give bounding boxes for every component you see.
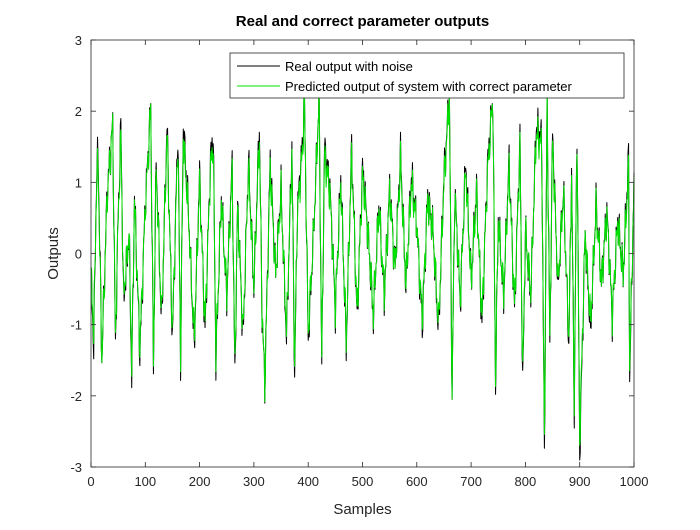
x-tick-label: 300 xyxy=(243,474,265,489)
x-tick-label: 200 xyxy=(189,474,211,489)
chart-title: Real and correct parameter outputs xyxy=(236,13,489,30)
y-tick-label: 0 xyxy=(75,247,82,262)
y-tick-label: -3 xyxy=(70,460,82,475)
y-tick-label: 2 xyxy=(75,104,82,119)
series-layer xyxy=(90,75,635,461)
legend-label-predicted-output: Predicted output of system with correct … xyxy=(285,79,573,94)
y-tick-label: -2 xyxy=(70,389,82,404)
y-tick-label: 1 xyxy=(75,175,82,190)
x-axis-title: Samples xyxy=(333,501,391,518)
series-line-predicted-output xyxy=(90,77,635,446)
x-tick-label: 100 xyxy=(134,474,156,489)
y-tick-label: 3 xyxy=(75,33,82,48)
x-tick-label: 700 xyxy=(460,474,482,489)
x-tick-label: 0 xyxy=(87,474,94,489)
x-tick-label: 600 xyxy=(406,474,428,489)
x-tick-label: 500 xyxy=(352,474,374,489)
legend-box xyxy=(229,52,625,99)
x-tick-label: 900 xyxy=(569,474,591,489)
plot-area xyxy=(91,40,634,467)
y-tick-label: -1 xyxy=(70,318,82,333)
y-axis-title: Outputs xyxy=(45,227,62,280)
legend-label-real-output: Real output with noise xyxy=(285,59,413,74)
legend: Real output with noise Predicted output … xyxy=(229,52,625,99)
x-tick-label: 800 xyxy=(515,474,537,489)
x-tick-label: 1000 xyxy=(620,474,649,489)
axes-layer: 0 100 200 300 400 500 600 700 800 900 1000 -3 -2 -1 0 1… xyxy=(70,33,648,489)
x-tick-label: 400 xyxy=(297,474,319,489)
